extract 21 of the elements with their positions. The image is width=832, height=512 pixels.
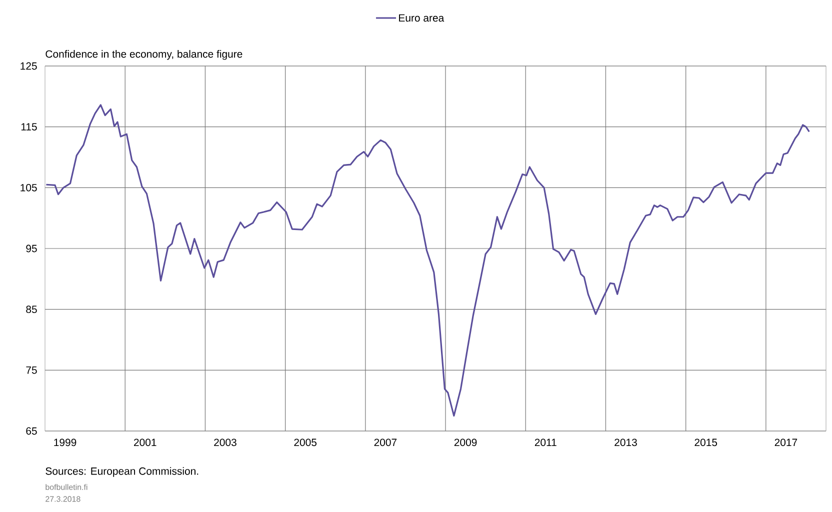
y-tick-label: 115 [21,123,37,130]
x-tick-label: 2017 [774,438,798,446]
y-tick-label: 65 [26,427,37,435]
x-tick-label: 2011 [534,438,556,446]
y-tick-label: 95 [26,244,37,252]
y-tick-label: 85 [26,306,37,314]
x-tick-label: 2007 [374,438,397,446]
source-note: Sources: European Commission. [46,467,198,477]
legend-label: Euro area [399,14,444,22]
x-tick-label: 2015 [694,438,718,446]
y-tick-label: 125 [20,62,37,70]
x-tick-label: 2005 [294,438,317,446]
y-axis-title: Confidence in the economy, balance figure [46,50,242,60]
x-tick-label: 1999 [54,438,76,446]
y-tick-label: 105 [20,184,37,192]
x-tick-label: 2001 [134,438,156,446]
line-series [45,104,810,417]
x-tick-label: 2013 [614,438,637,446]
y-tick-label: 75 [26,366,37,374]
x-tick-label: 2003 [214,438,236,446]
x-tick-label: 2009 [454,438,477,446]
